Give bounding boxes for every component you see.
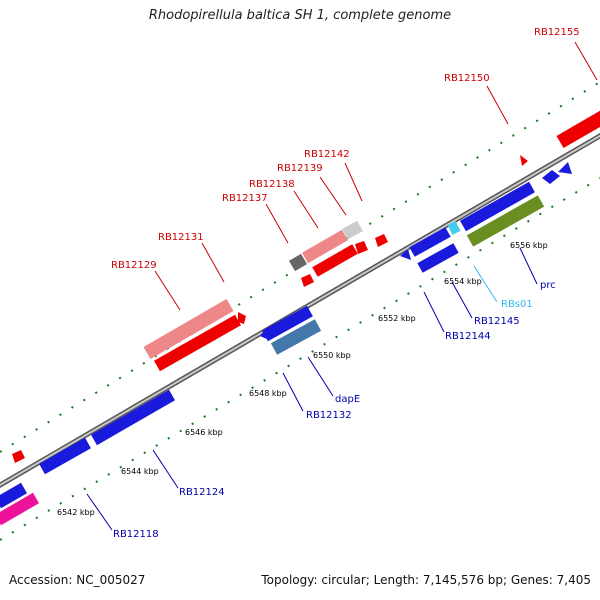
- gene-label-RB12138[interactable]: RB12138: [249, 179, 295, 190]
- leader-RB12129: [154, 270, 181, 311]
- tick-label: 6554 kbp: [444, 277, 482, 286]
- feature-RB12155[interactable]: [556, 110, 600, 149]
- leader-RB12132: [282, 372, 304, 412]
- leader-RB12155: [574, 41, 598, 81]
- feature-RB12144-arrow[interactable]: [400, 249, 411, 260]
- feature-arrow-right-1[interactable]: [542, 170, 560, 184]
- leader-RB12138: [293, 190, 319, 229]
- feature-RB12118-b[interactable]: [0, 492, 40, 526]
- feature-RB12129[interactable]: [143, 298, 234, 360]
- tick-label: 6556 kbp: [510, 241, 548, 250]
- gene-label-RBs01[interactable]: RBs01: [501, 299, 533, 310]
- leader-dapE: [307, 356, 334, 397]
- gene-label-RB12129[interactable]: RB12129: [111, 260, 157, 271]
- feature-small-2[interactable]: [375, 234, 388, 247]
- accession-text: Accession: NC_005027: [9, 573, 146, 587]
- feature-RB12145[interactable]: [417, 243, 459, 273]
- gene-label-RB12150[interactable]: RB12150: [444, 73, 490, 84]
- gene-label-RB12137[interactable]: RB12137: [222, 193, 268, 204]
- feature-RB12142-arrow[interactable]: [355, 241, 368, 254]
- leader-RB12118: [86, 493, 113, 531]
- feature-RB12142[interactable]: [312, 244, 358, 277]
- leader-RB12139: [319, 176, 347, 216]
- leader-RB12131: [201, 242, 225, 283]
- leader-RB12150: [486, 85, 509, 125]
- feature-RB12131[interactable]: [154, 314, 241, 372]
- tick-label: 6546 kbp: [185, 428, 223, 437]
- feature-RB12144[interactable]: [409, 227, 451, 257]
- feature-RB12138[interactable]: [302, 229, 348, 264]
- tick-label: 6548 kbp: [249, 389, 287, 398]
- leader-prc: [519, 247, 538, 285]
- feature-RB12137[interactable]: [288, 253, 308, 272]
- feature-small-1[interactable]: [301, 274, 314, 287]
- feature-RB12131-arrow[interactable]: [238, 312, 246, 324]
- tick-label: 6544 kbp: [121, 467, 159, 476]
- tick-label: 6542 kbp: [57, 508, 95, 517]
- gene-label-RB12155[interactable]: RB12155: [534, 27, 580, 38]
- feature-RB12118-a[interactable]: [0, 482, 27, 509]
- feature-RBs01[interactable]: [447, 221, 461, 235]
- gene-label-dapE[interactable]: dapE: [335, 394, 360, 405]
- feature-arrow-right-2[interactable]: [558, 162, 572, 174]
- gene-label-RB12124[interactable]: RB12124: [179, 487, 225, 498]
- feature-RB12124-b[interactable]: [91, 389, 175, 446]
- gene-label-RB12118[interactable]: RB12118: [113, 529, 159, 540]
- leader-RB12124: [152, 449, 179, 489]
- gene-label-prc[interactable]: prc: [540, 280, 556, 291]
- forward-features: [12, 110, 600, 463]
- gene-label-RB12145[interactable]: RB12145: [474, 316, 520, 327]
- gene-label-RB12132[interactable]: RB12132: [306, 410, 352, 421]
- feature-RB12132[interactable]: [262, 305, 313, 342]
- feature-dapE[interactable]: [270, 319, 322, 355]
- tick-label: 6550 kbp: [313, 351, 351, 360]
- leader-RB12145: [451, 281, 473, 319]
- tick-labels: 6542 kbp 6544 kbp 6546 kbp 6548 kbp 6550…: [57, 241, 548, 517]
- topology-text: Topology: circular; Length: 7,145,576 bp…: [261, 573, 591, 587]
- inner-guide: [0, 177, 600, 541]
- leader-RB12142: [344, 162, 363, 202]
- feature-RB12150[interactable]: [520, 155, 528, 166]
- gene-label-RB12139[interactable]: RB12139: [277, 163, 323, 174]
- leader-RB12144: [423, 291, 445, 333]
- feature-prc-a[interactable]: [460, 181, 535, 232]
- feature-RB12132-arrow[interactable]: [260, 328, 269, 340]
- feature-RB12139[interactable]: [342, 220, 363, 240]
- tick-label: 6552 kbp: [378, 314, 416, 323]
- gene-labels: RB12155 RB12150 RB12142 RB12139 RB12138 …: [111, 27, 580, 540]
- map-title: Rhodopirellula baltica SH 1, complete ge…: [148, 8, 452, 23]
- feature-prc-b[interactable]: [466, 195, 545, 247]
- reverse-features: [0, 162, 572, 526]
- gene-label-RB12142[interactable]: RB12142: [304, 149, 350, 160]
- gene-label-RB12144[interactable]: RB12144: [445, 331, 491, 342]
- feature-small-left[interactable]: [12, 450, 25, 463]
- leader-RB12137: [265, 203, 289, 244]
- gene-label-RB12131[interactable]: RB12131: [158, 232, 204, 243]
- dotted-guides: [0, 81, 600, 541]
- leader-lines: [86, 41, 598, 531]
- leader-RBs01: [473, 265, 498, 303]
- feature-RB12124-a[interactable]: [39, 437, 91, 475]
